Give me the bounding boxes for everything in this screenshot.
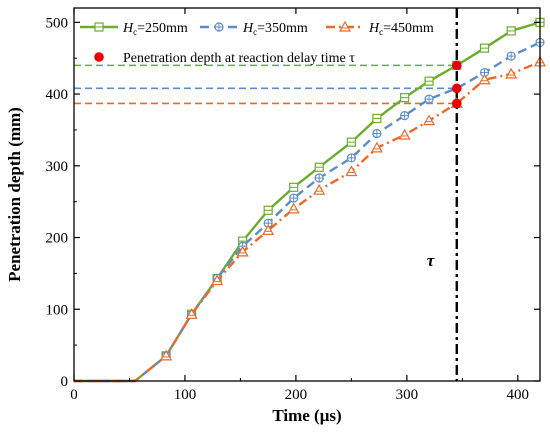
x-axis-label: Time (μs) [272,406,341,425]
series-line [74,21,541,383]
data-point [423,114,436,126]
data-point [505,67,518,79]
data-point [262,224,275,235]
data-point [313,183,326,195]
data-point [160,349,173,361]
y-tick-label: 300 [46,159,69,175]
y-tick-label: 100 [46,302,69,318]
x-tick-label: 300 [396,387,419,403]
x-tick-label: 400 [507,387,530,403]
reaction-point [451,98,462,109]
legend-marker [338,20,352,32]
data-point [287,202,300,214]
y-axis-label: Penetration depth (mm) [5,107,24,282]
legend-label: Hc=250mm [122,21,188,37]
legend-reaction-label: Penetration depth at reaction delay time… [123,51,355,66]
y-tick-label: 0 [61,374,69,390]
reaction-point [451,83,462,94]
x-tick-label: 200 [285,387,308,403]
data-point [236,245,249,257]
series-line [74,60,541,383]
y-tick-label: 200 [46,231,69,247]
legend-label: Hc=350mm [242,21,308,37]
reaction-point [451,60,462,71]
reaction-points [451,60,462,109]
data-point [370,141,383,153]
plot-frame [73,7,541,382]
data-point [185,308,198,319]
series-lines [74,17,547,383]
data-point [478,73,491,85]
x-tick-label: 0 [70,387,78,403]
axis-ticks: 0 100 200 300 400 0 100 200 300 400 500 [46,8,540,403]
series-line [74,41,541,383]
tau-annotation: τ [427,251,435,270]
y-tick-label: 400 [46,87,69,103]
y-tick-label: 500 [46,15,69,31]
reaction-depth-guides [74,64,457,105]
legend-reaction-marker [94,52,104,62]
x-tick-label: 100 [174,387,197,403]
legend: Hc=250mm Hc=350mm Hc=450mm Penetration dept… [80,20,434,66]
legend-label: Hc=450mm [368,21,434,37]
data-point [398,128,411,140]
data-point [211,274,224,286]
data-point [345,165,358,177]
